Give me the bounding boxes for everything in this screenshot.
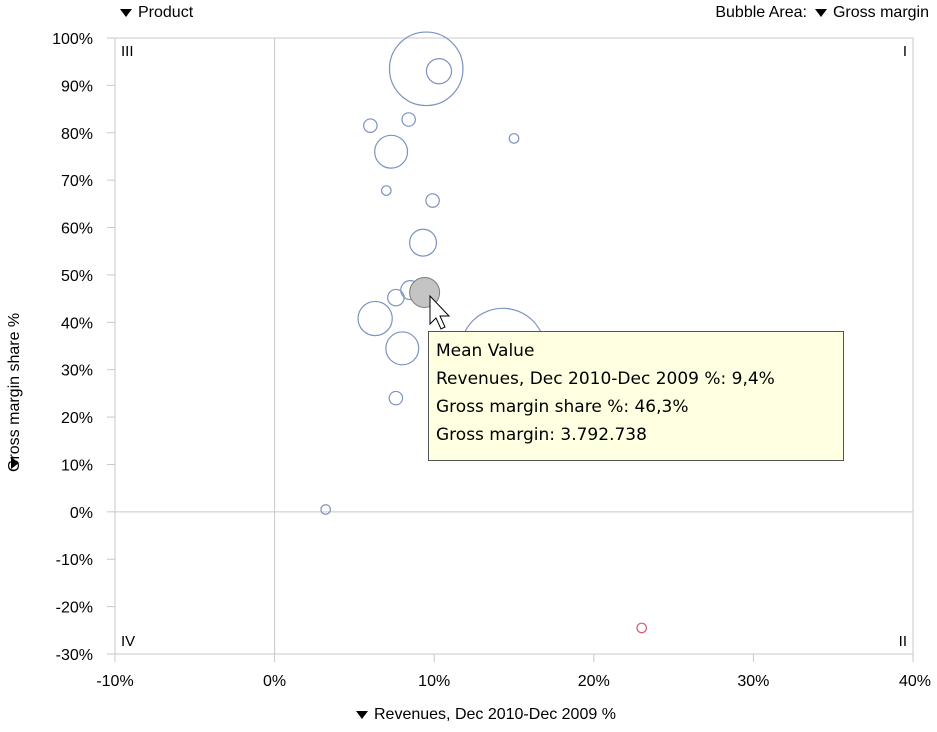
- product-dropdown-label: Product: [138, 4, 194, 21]
- x-axis-label: Revenues, Dec 2010-Dec 2009 %: [374, 706, 616, 723]
- bubble-point[interactable]: [387, 288, 405, 307]
- bubble-point[interactable]: [385, 331, 420, 366]
- bubble-point[interactable]: [363, 118, 378, 133]
- bubble-point[interactable]: [374, 134, 409, 169]
- y-tick-label: 100%: [52, 31, 93, 48]
- bubble-point[interactable]: [388, 390, 404, 406]
- quadrant-label-iv: IV: [121, 633, 135, 650]
- y-tick-label: 60%: [61, 221, 93, 238]
- bubble-area-prefix: Bubble Area:: [715, 4, 807, 21]
- x-axis-dropdown[interactable]: Revenues, Dec 2010-Dec 2009 %: [356, 706, 616, 724]
- x-tick-label: 30%: [737, 673, 769, 690]
- bubble-point[interactable]: [425, 58, 453, 85]
- x-tick-label: 20%: [578, 673, 610, 690]
- y-tick-label: -10%: [56, 552, 93, 569]
- bubble-point[interactable]: [380, 185, 392, 196]
- bubble-point[interactable]: [388, 31, 464, 107]
- dropdown-arrow-icon: [120, 9, 132, 17]
- y-tick-label: 30%: [61, 363, 93, 380]
- bubble-point[interactable]: [357, 300, 393, 337]
- bubble-point[interactable]: [401, 112, 416, 127]
- bubble-area-dropdown[interactable]: Gross margin: [814, 4, 929, 22]
- product-dropdown[interactable]: Product: [120, 4, 193, 22]
- x-tick-label: -10%: [96, 673, 133, 690]
- y-tick-label: 90%: [61, 78, 93, 95]
- dropdown-arrow-icon: [356, 711, 368, 719]
- mean-value-tooltip: Mean Value Revenues, Dec 2010-Dec 2009 %…: [428, 331, 844, 461]
- bubble-point[interactable]: [508, 133, 520, 144]
- tooltip-gross-margin-share: Gross margin share %: 46,3%: [436, 397, 689, 417]
- bubble-point[interactable]: [636, 622, 648, 634]
- bubble-area-dropdown-label: Gross margin: [832, 4, 929, 21]
- y-tick-label: -30%: [56, 647, 93, 664]
- quadrant-label-i: I: [903, 43, 907, 60]
- tooltip-revenues: Revenues, Dec 2010-Dec 2009 %: 9,4%: [436, 369, 775, 389]
- y-tick-label: 20%: [61, 410, 93, 427]
- x-tick-label: 40%: [899, 673, 931, 690]
- x-tick-label: 10%: [418, 673, 450, 690]
- bubble-point[interactable]: [320, 504, 332, 515]
- dropdown-arrow-icon: [11, 457, 19, 469]
- tooltip-gross-margin: Gross margin: 3.792.738: [436, 425, 647, 445]
- mouse-cursor-icon: [429, 294, 451, 330]
- y-tick-label: 0%: [70, 505, 93, 522]
- y-tick-label: 40%: [61, 315, 93, 332]
- plot-area: [114, 37, 914, 655]
- bubble-area-control: Bubble Area: Gross margin: [715, 4, 929, 22]
- x-tick-label: 0%: [263, 673, 286, 690]
- y-tick-label: 70%: [61, 173, 93, 190]
- tooltip-title: Mean Value: [436, 341, 535, 361]
- quadrant-label-iii: III: [121, 43, 134, 60]
- y-tick-label: 10%: [61, 457, 93, 474]
- y-tick-label: 50%: [61, 268, 93, 285]
- bubble-point[interactable]: [409, 228, 438, 257]
- quadrant-label-ii: II: [899, 633, 907, 650]
- y-tick-label: -20%: [56, 600, 93, 617]
- bubble-point[interactable]: [425, 193, 440, 208]
- y-tick-label: 80%: [61, 126, 93, 143]
- dropdown-arrow-icon: [814, 9, 827, 17]
